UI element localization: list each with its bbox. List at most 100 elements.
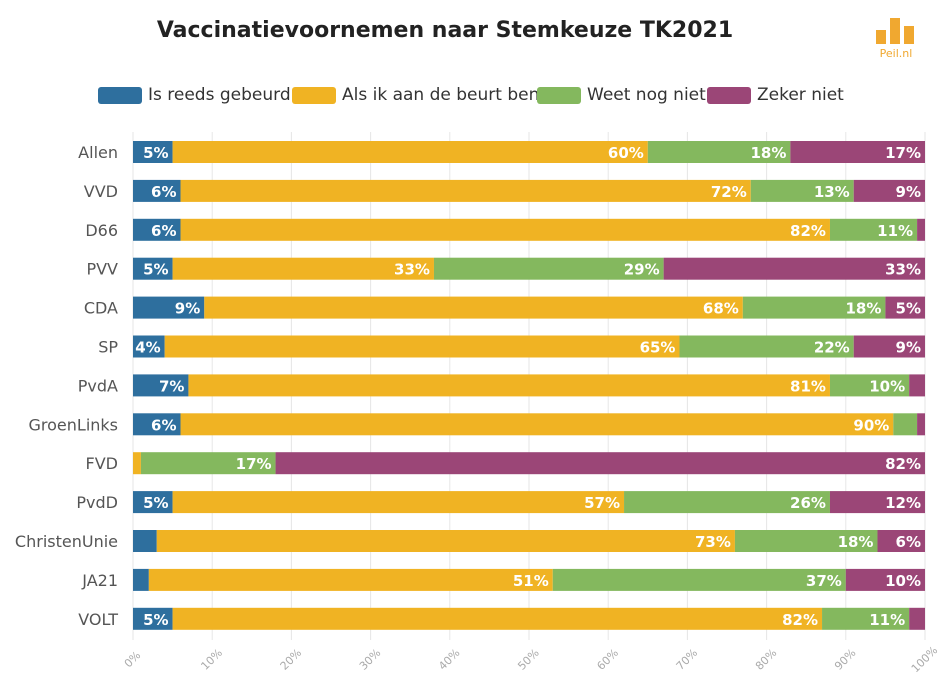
data-label: 90% bbox=[853, 416, 889, 434]
data-label: 4% bbox=[135, 339, 160, 357]
bar-segment bbox=[180, 413, 894, 436]
data-label: 33% bbox=[885, 261, 921, 279]
bar-segment bbox=[133, 257, 173, 280]
legend-swatch bbox=[292, 86, 336, 104]
bar-segment bbox=[188, 374, 830, 397]
bar-segment bbox=[172, 257, 434, 280]
bar-segment bbox=[433, 257, 664, 280]
bar-segment bbox=[133, 296, 205, 319]
bar-segment bbox=[133, 607, 173, 630]
data-label: 5% bbox=[143, 494, 168, 512]
data-label: 82% bbox=[782, 611, 818, 629]
data-label: 26% bbox=[790, 494, 826, 512]
legend-item[interactable]: Is reeds gebeurd bbox=[98, 82, 291, 108]
category-label: VVD bbox=[84, 182, 118, 201]
bar-segment bbox=[885, 296, 925, 319]
bar-segment bbox=[172, 491, 625, 514]
bar-segment bbox=[172, 141, 648, 163]
data-label: 10% bbox=[885, 572, 921, 590]
bar-segment bbox=[275, 452, 925, 475]
legend-swatch bbox=[707, 86, 751, 104]
bar-segment bbox=[917, 413, 925, 436]
data-label: 82% bbox=[790, 222, 826, 240]
data-label: 5% bbox=[896, 300, 921, 318]
x-tick-label: 20% bbox=[278, 646, 304, 672]
legend-label: Weet nog niet bbox=[587, 85, 706, 105]
data-label: 5% bbox=[143, 261, 168, 279]
bar-segment bbox=[133, 335, 165, 358]
bar-segment bbox=[133, 452, 141, 475]
data-label: 5% bbox=[143, 611, 168, 629]
x-tick-label: 10% bbox=[198, 646, 224, 672]
data-label: 7% bbox=[159, 377, 184, 395]
peil-logo: Peil.nl bbox=[866, 14, 926, 60]
category-label: PvdD bbox=[76, 493, 118, 512]
bar-segment bbox=[624, 491, 830, 514]
data-label: 68% bbox=[703, 300, 739, 318]
x-tick-label: 0% bbox=[122, 649, 144, 671]
bar-segment bbox=[180, 179, 751, 202]
bar-segment bbox=[156, 530, 735, 552]
bar-segment bbox=[133, 374, 189, 397]
data-label: 9% bbox=[896, 183, 921, 201]
legend-label: Is reeds gebeurd bbox=[148, 85, 291, 105]
x-tick-label: 60% bbox=[594, 646, 620, 672]
bar-segment bbox=[180, 218, 830, 241]
chart-title: Vaccinatievoornemen naar Stemkeuze TK202… bbox=[156, 18, 734, 43]
data-label: 72% bbox=[711, 183, 747, 201]
legend-swatch bbox=[537, 86, 581, 104]
legend-label: Zeker niet bbox=[757, 85, 844, 105]
x-tick-label: 40% bbox=[436, 646, 462, 672]
bar-segment bbox=[917, 218, 925, 241]
bar-segment bbox=[822, 607, 910, 630]
data-label: 6% bbox=[151, 222, 176, 240]
bar-segment bbox=[204, 296, 743, 319]
bar-segment bbox=[909, 607, 925, 630]
data-label: 10% bbox=[869, 377, 905, 395]
legend-item[interactable]: Zeker niet bbox=[707, 82, 844, 108]
bar-segment bbox=[647, 141, 791, 163]
bar-segment bbox=[679, 335, 854, 358]
bar-segment bbox=[133, 491, 173, 514]
category-label: JA21 bbox=[81, 571, 118, 590]
category-label: SP bbox=[98, 338, 118, 357]
bar-segment bbox=[140, 452, 276, 475]
logo-text: Peil.nl bbox=[879, 47, 913, 60]
data-label: 18% bbox=[750, 144, 786, 162]
category-label: PvdA bbox=[78, 376, 118, 395]
legend-item[interactable]: Weet nog niet bbox=[537, 82, 706, 108]
x-tick-label: 100% bbox=[909, 644, 940, 675]
bar-segment bbox=[663, 257, 925, 280]
bar-segment bbox=[133, 218, 181, 241]
x-tick-label: 50% bbox=[515, 646, 541, 672]
category-label: FVD bbox=[86, 454, 118, 473]
bar-segment bbox=[148, 568, 553, 591]
x-tick-label: 70% bbox=[674, 646, 700, 672]
data-label: 29% bbox=[624, 261, 660, 279]
bar-segment bbox=[172, 607, 823, 630]
data-label: 12% bbox=[885, 494, 921, 512]
data-label: 81% bbox=[790, 377, 826, 395]
bar-segment bbox=[133, 568, 149, 591]
data-label: 9% bbox=[896, 339, 921, 357]
legend-swatch bbox=[98, 86, 142, 104]
data-label: 33% bbox=[394, 261, 430, 279]
data-label: 73% bbox=[695, 533, 731, 551]
legend-item[interactable]: Als ik aan de beurt ben bbox=[292, 82, 539, 108]
x-tick-label: 30% bbox=[357, 646, 383, 672]
data-label: 37% bbox=[806, 572, 842, 590]
legend-label: Als ik aan de beurt ben bbox=[342, 85, 540, 105]
data-label: 9% bbox=[175, 300, 200, 318]
data-label: 6% bbox=[151, 183, 176, 201]
bar-segment bbox=[829, 218, 918, 241]
category-label: VOLT bbox=[78, 610, 118, 629]
bar-segment bbox=[742, 296, 886, 319]
bar-segment bbox=[877, 530, 925, 552]
data-label: 6% bbox=[896, 533, 921, 551]
bar-segment bbox=[829, 374, 910, 397]
bar-segment bbox=[552, 568, 846, 591]
bar-segment bbox=[829, 491, 925, 514]
bar-segment bbox=[853, 335, 925, 358]
category-label: PVV bbox=[86, 260, 118, 279]
